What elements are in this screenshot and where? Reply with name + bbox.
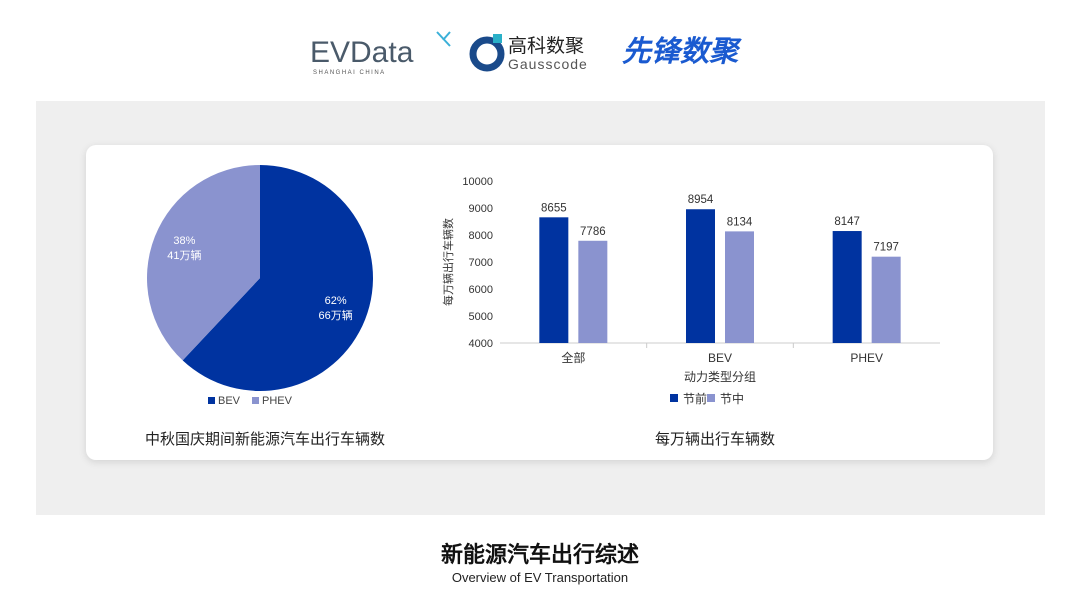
legend-swatch xyxy=(208,397,215,404)
bar-value-label: 8954 xyxy=(688,194,714,206)
y-tick-label: 6000 xyxy=(469,284,493,296)
y-tick-label: 8000 xyxy=(469,230,493,242)
gausscode-logo: 高科数聚 Gausscode xyxy=(469,34,588,72)
page-title: 新能源汽车出行综述 xyxy=(440,542,639,567)
svg-text:SHANGHAI CHINA: SHANGHAI CHINA xyxy=(313,70,386,76)
y-tick-label: 10000 xyxy=(462,176,493,188)
pie-chart-title: 中秋国庆期间新能源汽车出行车辆数 xyxy=(145,431,386,448)
svg-text:Gausscode: Gausscode xyxy=(508,56,588,72)
legend-swatch xyxy=(252,397,259,404)
bar-节前 xyxy=(539,217,569,343)
bar-节前 xyxy=(832,231,862,343)
y-tick-label: 9000 xyxy=(469,203,493,215)
y-tick-label: 7000 xyxy=(469,257,493,269)
legend-label: PHEV xyxy=(262,395,293,407)
pie-percent-label: 62% xyxy=(325,295,347,307)
bar-chart-title: 每万辆出行车辆数 xyxy=(655,431,776,448)
pie-value-label: 41万辆 xyxy=(167,248,201,262)
legend-label: BEV xyxy=(218,395,241,407)
bar-节中 xyxy=(725,231,754,343)
bar-value-label: 7197 xyxy=(873,242,899,254)
y-tick-label: 5000 xyxy=(469,311,493,323)
bar-节中 xyxy=(578,240,608,343)
x-tick-label: 全部 xyxy=(561,350,585,365)
pie-slice-bev xyxy=(182,165,373,391)
bar-value-label: 7786 xyxy=(580,226,606,238)
legend-label: 节前 xyxy=(683,391,707,406)
pie-value-label: 66万辆 xyxy=(319,308,353,322)
svg-text:EVData: EVData xyxy=(310,36,414,69)
bar-value-label: 8655 xyxy=(541,202,567,214)
legend-swatch xyxy=(707,394,715,402)
x-tick-label: PHEV xyxy=(850,351,883,365)
pie-percent-label: 38% xyxy=(173,235,195,247)
xianfeng-logo: 先锋数聚 xyxy=(622,36,742,68)
bar-value-label: 8134 xyxy=(727,216,753,228)
bar-chart: 4000 5000 6000 7000 8000 9000 10000 全部 8655 7786 B… xyxy=(441,176,940,406)
page-subtitle: Overview of EV Transportation xyxy=(451,570,629,585)
bar-节前 xyxy=(686,209,715,343)
svg-text:高科数聚: 高科数聚 xyxy=(508,35,584,57)
bar-节中 xyxy=(871,256,901,343)
evdata-logo: EVData SHANGHAI CHINA xyxy=(310,31,451,76)
logo-bar: EVData SHANGHAI CHINA 高科数聚 Gausscode 先锋数… xyxy=(310,31,742,76)
legend-swatch xyxy=(670,394,678,402)
y-tick-label: 4000 xyxy=(469,338,493,350)
x-tick-label: BEV xyxy=(708,351,732,365)
pie-chart: 62%66万辆 BEV 38%41万辆 PHEV xyxy=(147,165,373,407)
bar-value-label: 8147 xyxy=(834,216,860,228)
x-axis-label: 动力类型分组 xyxy=(684,370,756,384)
pie-slice-phev xyxy=(147,165,260,361)
legend-label: 节中 xyxy=(720,391,744,406)
y-axis-label: 每万辆出行车辆数 xyxy=(441,218,455,306)
